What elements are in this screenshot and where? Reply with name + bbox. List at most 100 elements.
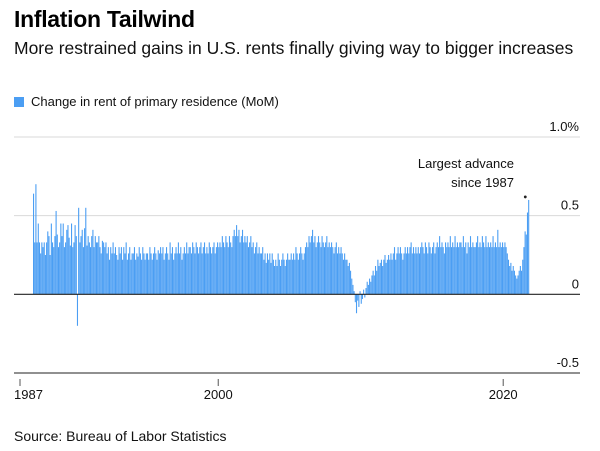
bar xyxy=(402,259,404,295)
bar xyxy=(146,253,149,295)
bar xyxy=(472,242,474,295)
bar xyxy=(524,231,526,295)
bar xyxy=(66,229,68,295)
bar xyxy=(424,242,426,295)
bar xyxy=(403,253,405,295)
bar xyxy=(395,259,397,295)
bar xyxy=(48,236,50,295)
bar xyxy=(500,247,502,295)
bar xyxy=(145,253,147,295)
bar xyxy=(87,236,89,295)
bar xyxy=(315,247,317,295)
bar xyxy=(296,253,298,295)
bar xyxy=(377,259,379,295)
bar xyxy=(130,259,132,295)
bar xyxy=(209,247,212,295)
x-tick-label: 1987 xyxy=(14,387,43,402)
bar xyxy=(55,210,57,295)
bar xyxy=(496,247,498,295)
bar xyxy=(410,242,412,295)
bar xyxy=(475,242,477,295)
bar xyxy=(448,247,450,295)
bar xyxy=(71,223,73,295)
bar xyxy=(293,253,295,295)
bar xyxy=(268,259,270,295)
bar xyxy=(430,253,432,295)
bar xyxy=(459,242,461,295)
bar xyxy=(437,247,439,295)
annotation-text: Largest advance xyxy=(418,156,514,171)
bar xyxy=(420,247,422,295)
bar xyxy=(239,242,241,295)
bar xyxy=(380,259,382,295)
bar xyxy=(104,247,106,295)
bar xyxy=(466,253,468,295)
bar xyxy=(281,259,283,295)
bar xyxy=(144,259,146,295)
bar xyxy=(228,236,231,295)
bar xyxy=(238,229,240,295)
axis-labels: 1.0% 0.5 0 -0.5 1987 2000 2020 xyxy=(14,119,579,402)
bar xyxy=(308,236,310,295)
bar xyxy=(92,229,94,295)
bar xyxy=(352,284,354,295)
bar xyxy=(141,259,143,295)
bar xyxy=(105,242,107,295)
x-tick-label: 2000 xyxy=(204,387,233,402)
bar xyxy=(291,259,293,295)
bar xyxy=(434,253,436,295)
bar xyxy=(264,253,266,295)
bar xyxy=(304,247,306,295)
bar xyxy=(396,253,398,295)
bar xyxy=(488,247,491,295)
bar xyxy=(217,242,219,295)
bar xyxy=(498,247,500,295)
source-note: Source: Bureau of Labor Statistics xyxy=(14,428,227,444)
bar xyxy=(157,250,159,295)
bar xyxy=(493,247,495,295)
bar xyxy=(37,223,39,295)
bar xyxy=(139,253,141,295)
bar xyxy=(485,236,487,295)
bar xyxy=(126,259,128,295)
bar xyxy=(428,242,430,295)
bar xyxy=(354,294,356,303)
bar xyxy=(203,242,206,295)
bar xyxy=(378,266,380,295)
bar xyxy=(464,247,466,295)
bar xyxy=(189,247,191,295)
bar xyxy=(303,253,305,295)
bar xyxy=(274,266,276,295)
bar xyxy=(148,259,150,295)
bar xyxy=(460,242,462,295)
bar xyxy=(278,259,280,295)
bar xyxy=(348,262,350,295)
bar xyxy=(391,259,393,295)
bar xyxy=(103,242,105,295)
bar xyxy=(218,247,220,295)
bar xyxy=(450,247,453,295)
bar xyxy=(135,259,137,295)
bar xyxy=(480,247,482,295)
bar xyxy=(414,253,416,295)
bar xyxy=(231,247,233,295)
bar xyxy=(168,259,170,295)
bar xyxy=(233,229,235,295)
bar xyxy=(60,223,62,295)
bar xyxy=(295,247,297,295)
bar xyxy=(492,236,494,295)
legend: Change in rent of primary residence (MoM… xyxy=(14,94,279,109)
bar xyxy=(385,262,387,295)
bar xyxy=(41,242,43,295)
bar xyxy=(186,242,188,295)
bar xyxy=(165,247,168,295)
bar xyxy=(465,242,467,295)
bar xyxy=(411,253,413,295)
bar xyxy=(38,242,41,295)
bar xyxy=(43,242,45,295)
bar xyxy=(176,253,178,295)
bar xyxy=(519,266,521,295)
bar xyxy=(426,247,428,295)
bar xyxy=(202,247,204,295)
